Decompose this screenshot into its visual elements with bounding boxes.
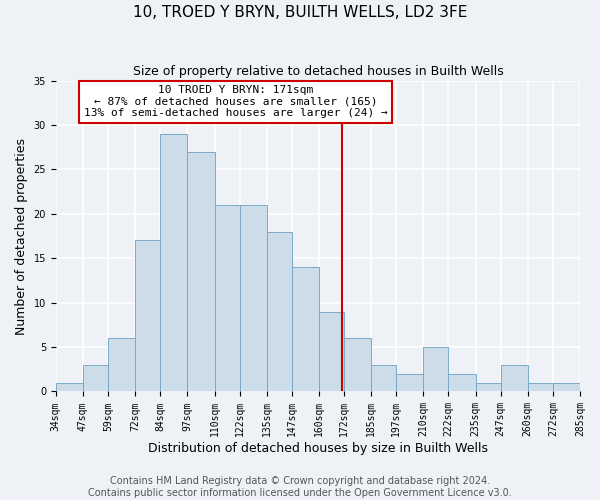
Y-axis label: Number of detached properties: Number of detached properties [15, 138, 28, 334]
X-axis label: Distribution of detached houses by size in Builth Wells: Distribution of detached houses by size … [148, 442, 488, 455]
Bar [476, 382, 500, 392]
Bar [448, 374, 476, 392]
Bar [528, 382, 553, 392]
Text: Contains HM Land Registry data © Crown copyright and database right 2024.
Contai: Contains HM Land Registry data © Crown c… [88, 476, 512, 498]
Bar [215, 205, 239, 392]
Bar [344, 338, 371, 392]
Bar [500, 365, 528, 392]
Bar [292, 267, 319, 392]
Bar [135, 240, 160, 392]
Bar [424, 347, 448, 392]
Bar [108, 338, 135, 392]
Bar [267, 232, 292, 392]
Bar [187, 152, 215, 392]
Bar [83, 365, 108, 392]
Bar [56, 382, 83, 392]
Text: 10, TROED Y BRYN, BUILTH WELLS, LD2 3FE: 10, TROED Y BRYN, BUILTH WELLS, LD2 3FE [133, 5, 467, 20]
Title: Size of property relative to detached houses in Builth Wells: Size of property relative to detached ho… [133, 65, 503, 78]
Bar [160, 134, 187, 392]
Bar [396, 374, 424, 392]
Bar [239, 205, 267, 392]
Bar [371, 365, 396, 392]
Bar [319, 312, 344, 392]
Text: 10 TROED Y BRYN: 171sqm
← 87% of detached houses are smaller (165)
13% of semi-d: 10 TROED Y BRYN: 171sqm ← 87% of detache… [83, 85, 387, 118]
Bar [553, 382, 580, 392]
